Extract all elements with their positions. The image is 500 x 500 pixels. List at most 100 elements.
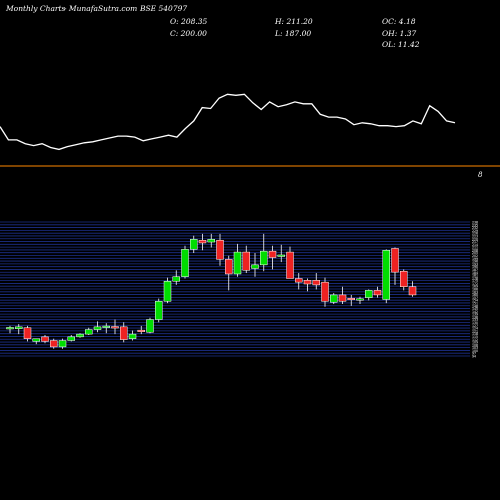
site-name: MunafaSutra.com — [68, 4, 138, 13]
low-value: L: 187.00 — [275, 29, 312, 38]
y-tick-label: 109 — [472, 341, 478, 345]
candle-body — [137, 329, 145, 332]
candle — [382, 249, 390, 304]
candle-body — [373, 290, 382, 296]
candle — [181, 245, 189, 279]
candle-body — [181, 249, 189, 277]
candle-body — [382, 250, 390, 300]
candle — [347, 294, 355, 306]
grid — [0, 221, 470, 357]
y-tick-label: 115 — [472, 335, 478, 339]
candle — [76, 333, 84, 338]
y-tick-label: 94 — [472, 355, 476, 359]
y-tick-label: 160 — [472, 293, 478, 297]
y-tick-label: 154 — [472, 299, 478, 303]
y-tick-label: 214 — [472, 243, 478, 247]
oc-value: OC: 4.18 — [382, 17, 416, 26]
y-tick-label: 112 — [472, 338, 478, 342]
candle-body — [128, 333, 137, 339]
candle — [312, 273, 320, 290]
candle — [155, 298, 163, 323]
candle-body — [6, 327, 14, 330]
candle — [242, 245, 250, 274]
candle-body — [172, 276, 180, 282]
candle — [356, 296, 364, 305]
candle-body — [338, 294, 347, 302]
y-tick-label: 205 — [472, 251, 478, 255]
y-tick-label: 178 — [472, 276, 478, 280]
y-tick-label: 238 — [472, 221, 478, 225]
y-tick-label: 100 — [472, 349, 478, 353]
candle — [102, 323, 110, 334]
candle — [128, 330, 137, 341]
candle-body — [400, 270, 408, 287]
candle-body — [41, 336, 49, 342]
candle-body — [155, 301, 163, 320]
candle — [286, 246, 294, 279]
candle-body — [286, 251, 294, 279]
y-tick-label: 175 — [472, 279, 478, 283]
y-tick-label: 208 — [472, 248, 478, 252]
candle-body — [102, 325, 110, 328]
chart-type-label: Monthly Charts — [6, 4, 66, 13]
candle-body — [32, 338, 40, 342]
candle — [260, 233, 268, 272]
y-tick-label: 217 — [472, 240, 478, 244]
candle — [251, 252, 259, 277]
candle — [93, 321, 102, 333]
candle-body — [251, 264, 259, 269]
candle-body — [120, 326, 128, 340]
candle — [198, 233, 207, 251]
y-tick-label: 163 — [472, 290, 478, 294]
oh-value: OH: 1.37 — [382, 29, 417, 38]
candle — [50, 338, 58, 349]
y-tick-label: 190 — [472, 265, 478, 269]
candle — [391, 247, 399, 285]
candle-body — [207, 239, 215, 243]
candle — [277, 244, 285, 263]
y-tick-label: 199 — [472, 257, 478, 261]
candle-body — [312, 280, 320, 286]
candle — [303, 278, 312, 292]
candle-body — [67, 336, 75, 341]
y-tick-label: 130 — [472, 321, 478, 325]
y-tick-label: 124 — [472, 327, 478, 331]
candle — [216, 233, 224, 266]
candle-body — [225, 259, 233, 275]
y-tick-label: 229 — [472, 229, 478, 233]
candle-body — [50, 340, 58, 348]
candle — [400, 269, 408, 291]
y-tick-label: 121 — [472, 329, 478, 333]
candle — [225, 255, 233, 291]
site-label: - MunafaSutra.com — [64, 4, 138, 13]
candle-body — [111, 326, 119, 329]
y-tick-label: 145 — [472, 307, 478, 311]
candle — [321, 277, 329, 307]
open-value: O: 208.35 — [170, 17, 208, 26]
y-tick-label: 133 — [472, 318, 478, 322]
candle — [137, 325, 145, 335]
candle — [85, 327, 93, 336]
y-tick-label: 157 — [472, 296, 478, 300]
y-tick-label: 196 — [472, 260, 478, 264]
y-tick-label: 235 — [472, 223, 478, 227]
y-tick-label: 187 — [472, 268, 478, 272]
candle — [23, 325, 32, 342]
y-tick-label: 103 — [472, 346, 478, 350]
candle-body — [356, 298, 364, 301]
candle — [338, 286, 347, 305]
candle-body — [365, 290, 373, 298]
candle — [163, 277, 172, 304]
candle — [295, 273, 303, 290]
y-tick-label: 148 — [472, 304, 478, 308]
y-tick-label: 220 — [472, 237, 478, 241]
candle — [268, 245, 277, 270]
candle-body — [408, 286, 417, 296]
y-tick-label: 181 — [472, 274, 478, 278]
candle-body — [295, 278, 303, 283]
candle-body — [146, 319, 154, 333]
y-tick-label: 226 — [472, 232, 478, 236]
candle — [32, 338, 40, 345]
y-tick-label: 136 — [472, 315, 478, 319]
